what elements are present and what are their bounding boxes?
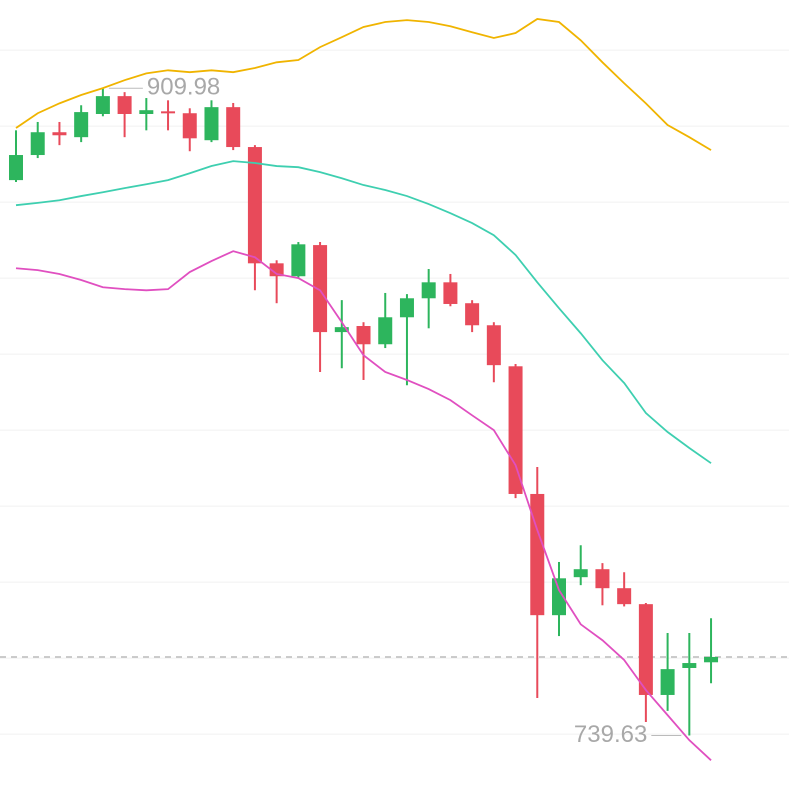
candle-body <box>508 366 523 494</box>
candle-body <box>30 132 45 156</box>
candle-body <box>399 298 414 318</box>
candle-body <box>182 113 197 139</box>
candle-body <box>638 604 653 695</box>
band-line <box>15 250 712 761</box>
min-label: 739.63 <box>574 721 647 748</box>
candle-body <box>530 493 545 616</box>
candle-body <box>204 107 219 141</box>
band-line <box>15 18 712 151</box>
candle-body <box>617 588 632 605</box>
candle-body <box>660 669 675 695</box>
candle-body <box>682 663 697 668</box>
candle-body <box>704 656 719 663</box>
candle-body <box>95 96 110 114</box>
candle-body <box>117 96 132 114</box>
candle-body <box>226 107 241 148</box>
candle-body <box>334 327 349 333</box>
candle-body <box>291 244 306 277</box>
candle-body <box>313 245 328 333</box>
candle-body <box>443 282 458 304</box>
candle-body <box>139 110 154 114</box>
candle-body <box>486 325 501 366</box>
candle-body <box>247 147 262 264</box>
band-line <box>15 160 712 464</box>
candle-body <box>552 578 566 616</box>
candle-body <box>573 569 588 578</box>
candle-body <box>421 282 436 299</box>
candle-body <box>161 111 176 114</box>
candle-body <box>378 317 393 345</box>
candle-body <box>9 155 23 181</box>
candle-body <box>52 132 67 136</box>
candle-body <box>356 326 371 345</box>
candle-body <box>595 569 610 589</box>
candle-body <box>74 112 89 138</box>
candle-body <box>269 263 284 277</box>
candle-body <box>465 303 480 326</box>
max-label: 909.98 <box>147 74 220 101</box>
